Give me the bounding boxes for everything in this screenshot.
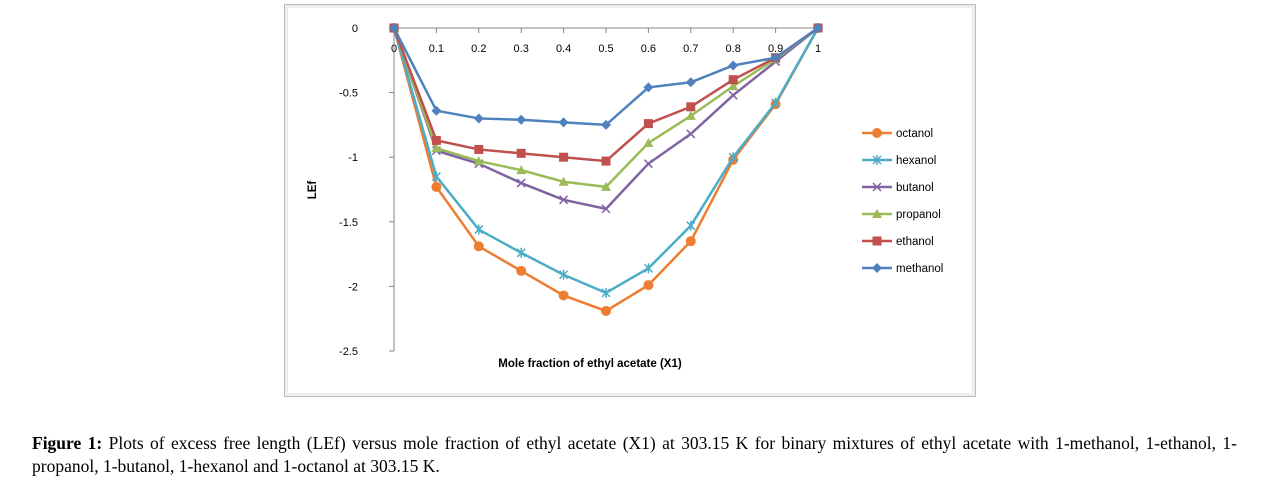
data-point-butanol (559, 195, 569, 205)
x-tick-label: 0.3 (514, 43, 529, 55)
x-tick-label: 0.4 (556, 43, 571, 55)
data-point-ethanol (686, 102, 696, 112)
data-point-methanol (431, 105, 442, 116)
data-point-hexanol (771, 97, 781, 108)
data-point-butanol (686, 129, 696, 139)
legend-label-methanol: methanol (896, 263, 943, 275)
data-point-octanol (601, 305, 611, 316)
data-point-methanol (389, 23, 399, 33)
data-point-hexanol (474, 224, 484, 235)
legend-marker-methanol (872, 263, 882, 273)
data-point-hexanol (643, 263, 653, 274)
legend-label-propanol: propanol (896, 209, 941, 221)
data-point-methanol (473, 113, 484, 124)
y-tick-label: -1.5 (339, 217, 358, 229)
chart-frame (284, 4, 976, 397)
figure-caption: Figure 1: Plots of excess free length (L… (32, 432, 1237, 478)
data-point-butanol (643, 159, 653, 169)
data-point-methanol (516, 114, 527, 125)
data-point-ethanol (728, 75, 738, 85)
data-point-methanol (770, 52, 781, 63)
y-tick-label: -1 (348, 152, 358, 164)
data-point-octanol (431, 181, 442, 192)
x-tick-label: 0 (391, 43, 397, 55)
x-axis-title: Mole fraction of ethyl acetate (X1) (498, 358, 682, 370)
data-point-propanol (601, 181, 611, 191)
legend-marker-hexanol (872, 155, 882, 165)
data-point-hexanol (516, 247, 526, 258)
y-tick-label: -0.5 (339, 88, 358, 100)
legend-label-butanol: butanol (896, 182, 934, 194)
x-tick-label: 0.8 (726, 43, 741, 55)
legend-label-octanol: octanol (896, 128, 933, 140)
x-tick-label: 0.6 (641, 43, 656, 55)
data-point-octanol (473, 241, 484, 252)
y-tick-label: -2 (348, 281, 358, 293)
data-point-methanol (685, 77, 696, 88)
y-axis-title: LEf (307, 181, 319, 200)
data-point-propanol (516, 165, 527, 175)
data-point-hexanol (686, 220, 696, 231)
data-point-propanol (558, 176, 569, 186)
data-point-methanol (643, 82, 654, 93)
data-point-butanol (728, 90, 738, 100)
legend-marker-propanol (872, 209, 882, 218)
y-tick-label: 0 (352, 23, 358, 35)
data-point-propanol (685, 110, 696, 120)
data-point-butanol (601, 204, 611, 214)
x-tick-label: 0.2 (471, 43, 486, 55)
x-tick-label: 0.5 (598, 43, 613, 55)
line-chart: 0 -0.5 -1 -1.5 -2 -2.5 0 0.1 0.2 0.3 0.4 0.5 0.6 0.7 0… (307, 23, 943, 370)
legend-label-hexanol: hexanol (896, 155, 936, 167)
data-point-methanol (601, 119, 611, 130)
caption-label: Figure 1: (32, 433, 103, 453)
x-tick-label: 0.1 (429, 43, 444, 55)
x-tick-label: 0.7 (683, 43, 698, 55)
data-point-hexanol (728, 152, 738, 163)
data-point-propanol (473, 156, 484, 166)
x-tick-label: 0.9 (768, 43, 783, 55)
legend-marker-ethanol (872, 236, 882, 246)
data-point-ethanol (474, 144, 484, 154)
y-tick-label: -2.5 (339, 346, 358, 358)
data-point-hexanol (559, 269, 569, 280)
legend-marker-octanol (872, 128, 882, 138)
legend-label-ethanol: ethanol (896, 236, 934, 248)
data-point-propanol (728, 81, 739, 91)
data-point-ethanol (559, 152, 569, 162)
x-tick-label: 1 (815, 43, 821, 55)
data-point-hexanol (431, 171, 441, 182)
data-point-hexanol (601, 287, 611, 298)
data-point-propanol (431, 143, 442, 153)
data-point-octanol (516, 265, 527, 276)
data-point-octanol (558, 290, 569, 301)
data-point-ethanol (431, 135, 441, 145)
data-point-butanol (516, 178, 526, 188)
caption-text: Plots of excess free length (LEf) versus… (32, 433, 1237, 476)
legend-marker-butanol (872, 182, 882, 192)
data-point-octanol (643, 280, 654, 291)
data-point-ethanol (601, 156, 611, 166)
series-line-octanol (392, 27, 820, 313)
data-point-methanol (728, 60, 739, 71)
data-point-ethanol (643, 119, 653, 129)
data-point-ethanol (516, 148, 526, 158)
series-line-butanol (392, 27, 819, 211)
data-point-methanol (813, 23, 823, 33)
data-point-methanol (558, 117, 569, 128)
data-point-octanol (685, 236, 696, 247)
data-point-propanol (643, 137, 654, 147)
